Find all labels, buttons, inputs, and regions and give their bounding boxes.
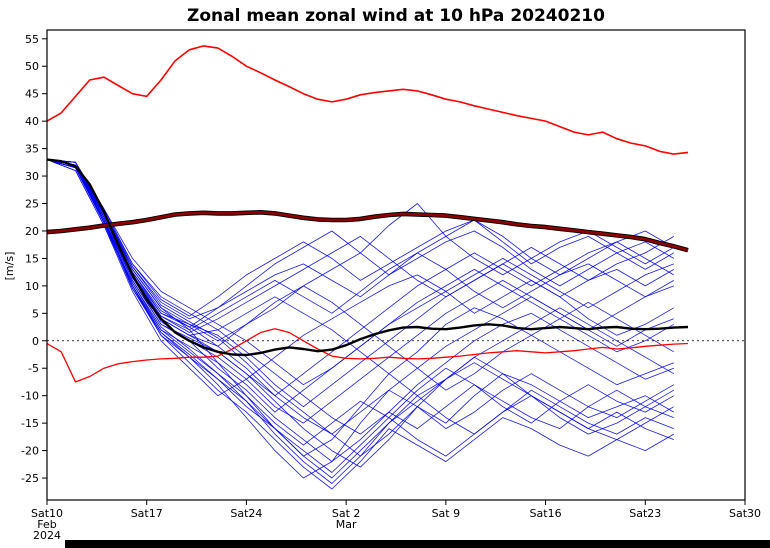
- y-tick-label: 15: [25, 252, 39, 265]
- plot-frame: [46, 29, 746, 501]
- y-tick-label: -10: [21, 390, 39, 403]
- ensemble-member-line: [46, 159, 675, 320]
- ensemble-member-line: [46, 159, 675, 490]
- y-tick-label: 30: [25, 170, 39, 183]
- y-tick-label: 40: [25, 115, 39, 128]
- ensemble-member-line: [46, 159, 674, 386]
- x-tick-label: Sat30: [729, 507, 761, 520]
- y-tick-label: -20: [21, 445, 39, 458]
- y-tick-label: 5: [32, 307, 39, 320]
- bottom-bar: [65, 540, 770, 548]
- y-tick-label: 45: [25, 88, 39, 101]
- y-tick-label: -5: [28, 362, 39, 375]
- ensemble-member-line: [46, 159, 675, 397]
- y-tick-label: 50: [25, 60, 39, 73]
- y-tick-label: 25: [25, 198, 39, 211]
- ensemble-member-line: [46, 159, 675, 457]
- x-tick-label: Sat 9: [432, 507, 461, 520]
- ensemble-member-line: [46, 159, 675, 317]
- climatological-maximum-line: [46, 45, 689, 155]
- ensemble-member-line: [46, 159, 674, 468]
- y-tick-label: 35: [25, 143, 39, 156]
- climatological-mean-line: [46, 210, 689, 252]
- ensemble-member-line: [46, 159, 675, 479]
- ensemble-member-line: [46, 159, 674, 463]
- y-tick-label: -25: [21, 472, 39, 485]
- ensemble-member-line: [46, 159, 675, 342]
- x-tick-label: Sat10: [31, 507, 63, 520]
- ensemble-member-line: [46, 159, 674, 435]
- chart-title: Zonal mean zonal wind at 10 hPa 20240210: [187, 6, 605, 26]
- ensemble-member-line: [46, 159, 675, 408]
- x-tick-label: Sat17: [131, 507, 163, 520]
- y-tick-label: 0: [32, 335, 39, 348]
- x-tick-label: Sat23: [629, 507, 661, 520]
- climatological-minimum-line: [46, 328, 689, 383]
- ensemble-member-line: [46, 159, 674, 435]
- y-tick-label: -15: [21, 417, 39, 430]
- ensemble-member-line: [46, 159, 675, 413]
- ensemble-member-line: [46, 159, 674, 484]
- x-tick-label: Sat 2: [332, 507, 361, 520]
- x-tick-sublabel: 2024: [33, 529, 61, 542]
- x-tick-sublabel: Feb: [37, 518, 56, 531]
- ensemble-member-line: [46, 159, 674, 457]
- ensemble-member-line: [46, 159, 674, 331]
- ensemble-member-line: [46, 159, 674, 328]
- x-tick-label: Sat16: [530, 507, 562, 520]
- ensemble-member-line: [46, 159, 674, 479]
- y-tick-label: 55: [25, 33, 39, 46]
- ensemble-member-line: [46, 159, 674, 473]
- y-tick-label: 20: [25, 225, 39, 238]
- ensemble-member-line: [46, 159, 675, 397]
- ensemble-mean-line: [46, 158, 689, 357]
- y-tick-label: 10: [25, 280, 39, 293]
- x-tick-sublabel: Mar: [336, 518, 357, 531]
- x-tick-label: Sat24: [230, 507, 262, 520]
